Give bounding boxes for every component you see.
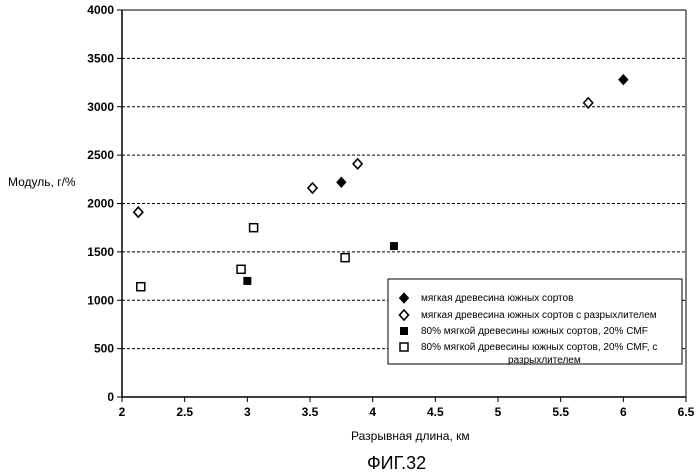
x-tick-label: 5 <box>495 405 502 419</box>
legend-label-3: 80% мягкой древесины южных сортов, 20% C… <box>421 326 648 337</box>
legend: мягкая древесина южных сортов мягкая древ… <box>388 279 682 366</box>
data-point-series-3 <box>390 243 397 250</box>
legend-marker-3 <box>401 328 408 335</box>
y-tick-label: 2000 <box>87 197 114 211</box>
legend-label-4: 80% мягкой древесины южных сортов, 20% C… <box>421 342 657 353</box>
legend-marker-4 <box>400 343 408 351</box>
x-tick-label: 3 <box>244 405 251 419</box>
y-tick-label: 4000 <box>87 3 114 17</box>
data-point-series-4 <box>237 265 245 273</box>
data-point-series-2 <box>353 159 362 169</box>
x-tick-label: 5.5 <box>552 405 569 419</box>
data-point-series-4 <box>341 254 349 262</box>
x-tick-label: 4.5 <box>427 405 444 419</box>
data-point-series-3 <box>244 277 251 284</box>
x-tick-label: 2 <box>119 405 126 419</box>
x-tick-label: 2.5 <box>176 405 193 419</box>
figure-caption: ФИГ.32 <box>367 453 426 473</box>
data-point-series-4 <box>137 283 145 291</box>
data-point-series-1 <box>619 75 628 85</box>
legend-label-4: разрыхлителем <box>508 355 581 366</box>
data-point-series-1 <box>337 177 346 187</box>
data-point-series-2 <box>134 207 143 217</box>
y-tick-label: 2500 <box>87 148 114 162</box>
x-tick-label: 4 <box>369 405 376 419</box>
y-tick-label: 500 <box>94 342 114 356</box>
x-tick-label: 6.5 <box>678 405 695 419</box>
y-tick-label: 1500 <box>87 245 114 259</box>
legend-label-2: мягкая древесина южных сортов с разрыхли… <box>421 310 657 321</box>
y-tick-label: 3000 <box>87 100 114 114</box>
x-tick-label: 6 <box>620 405 627 419</box>
y-tick-label: 1000 <box>87 293 114 307</box>
data-point-series-2 <box>308 183 317 193</box>
y-tick-label: 0 <box>107 390 114 404</box>
x-axis-label: Разрывная длина, км <box>351 429 470 443</box>
data-point-series-2 <box>584 98 593 108</box>
x-tick-label: 3.5 <box>302 405 319 419</box>
y-tick-label: 3500 <box>87 51 114 65</box>
y-axis-label: Модуль, г/% <box>8 175 76 189</box>
legend-label-1: мягкая древесина южных сортов <box>421 293 573 304</box>
data-point-series-4 <box>250 224 258 232</box>
